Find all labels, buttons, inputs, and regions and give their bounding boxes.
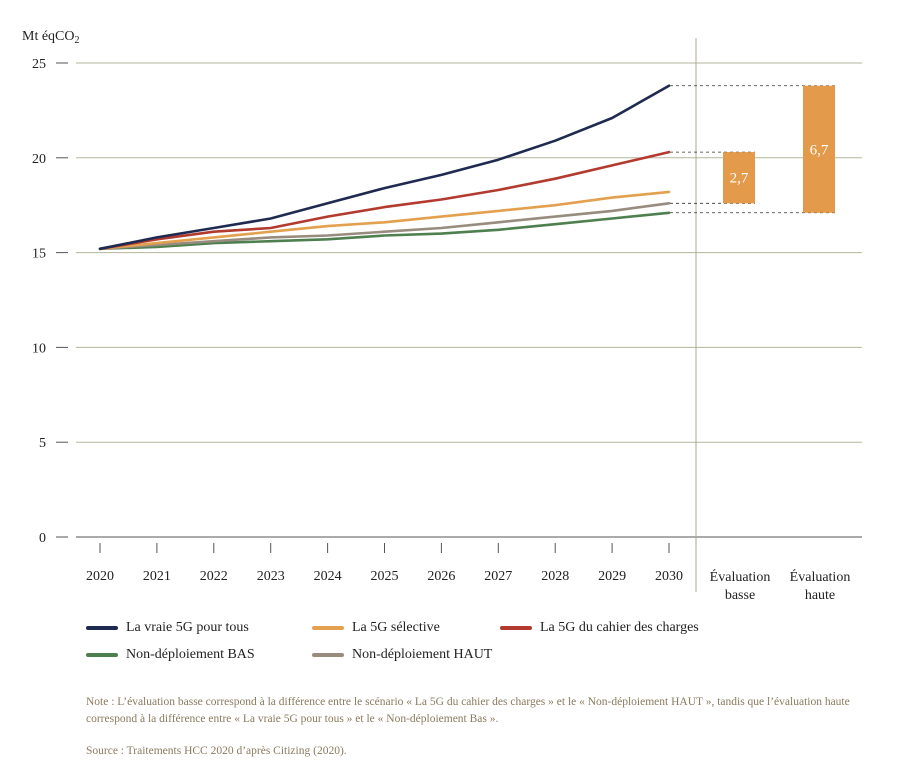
series-line <box>98 202 671 251</box>
evaluation-bars: 2,7 Évaluation basse 6,7 Évaluation haute <box>670 85 851 603</box>
legend-item-non-deploiement-haut: Non-déploiement HAUT <box>312 647 492 663</box>
y-tick-label: 20 <box>32 152 46 167</box>
y-axis-unit: Mt éqCO2 <box>22 29 80 46</box>
eval-label-line1: Évaluation <box>710 568 771 585</box>
legend-label: La 5G sélective <box>352 620 440 635</box>
x-tick-label: 2026 <box>427 569 455 584</box>
legend-swatch <box>500 626 532 630</box>
y-axis-ticks: 0 5 10 15 20 25 <box>32 57 68 546</box>
y-tick-label: 10 <box>32 341 46 356</box>
x-tick-label: 2022 <box>200 569 228 584</box>
x-tick-label: 2025 <box>371 569 399 584</box>
legend-swatch <box>86 626 118 630</box>
series-line <box>98 150 671 251</box>
series-lines <box>98 84 671 251</box>
eval-bar-value: 6,7 <box>810 142 829 158</box>
eval-bar <box>803 85 835 213</box>
gridlines <box>76 62 862 538</box>
eval-bar-value: 2,7 <box>730 171 749 187</box>
eval-bar <box>723 152 755 204</box>
chart-note: Note : L’évaluation basse correspond à l… <box>86 696 850 725</box>
eval-label-line1: Évaluation <box>790 568 851 585</box>
legend-swatch <box>86 653 118 657</box>
legend-label: La 5G du cahier des charges <box>540 620 699 635</box>
x-tick-label: 2020 <box>86 569 114 584</box>
legend-swatch <box>312 626 344 630</box>
x-axis-ticks: 2020 2021 2022 2023 2024 2025 2026 2027 2028 2029… <box>86 543 683 584</box>
series-line <box>98 211 671 251</box>
legend-item-non-deploiement-bas: Non-déploiement BAS <box>86 647 255 663</box>
y-tick-label: 0 <box>39 531 46 546</box>
y-tick-label: 15 <box>32 247 46 262</box>
legend-item-5g-selective: La 5G sélective <box>312 620 440 636</box>
x-tick-label: 2029 <box>598 569 626 584</box>
legend-label: La vraie 5G pour tous <box>126 620 249 635</box>
y-tick-label: 25 <box>32 57 46 72</box>
legend-swatch <box>312 653 344 657</box>
eval-label-line2: basse <box>725 588 755 603</box>
legend-item-vraie-5g: La vraie 5G pour tous <box>86 620 249 636</box>
series-line <box>98 84 671 251</box>
legend-label: Non-déploiement HAUT <box>352 647 493 662</box>
legend-label: Non-déploiement BAS <box>126 647 255 662</box>
x-tick-label: 2021 <box>143 569 171 584</box>
x-tick-label: 2028 <box>541 569 569 584</box>
x-tick-label: 2024 <box>314 569 342 584</box>
chart-source: Source : Traitements HCC 2020 d’après Ci… <box>86 745 347 757</box>
eval-label-line2: haute <box>805 588 835 603</box>
x-tick-label: 2023 <box>257 569 285 584</box>
y-tick-label: 5 <box>39 436 46 451</box>
x-tick-label: 2030 <box>655 569 683 584</box>
legend-item-cahier-des-charges: La 5G du cahier des charges <box>500 620 699 636</box>
x-tick-label: 2027 <box>484 569 512 584</box>
series-line <box>98 190 671 251</box>
